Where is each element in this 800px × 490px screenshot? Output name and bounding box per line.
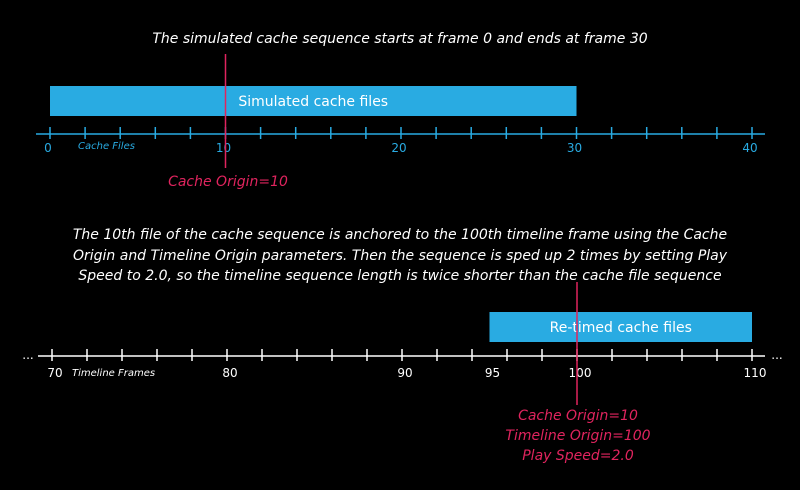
timeline-ellipsis-right: ... bbox=[771, 348, 782, 362]
cache-bar bbox=[50, 86, 577, 116]
cache-origin-param: Cache Origin=10 bbox=[518, 408, 638, 424]
top-caption: The simulated cache sequence starts at f… bbox=[152, 31, 648, 47]
cache-bar-label: Simulated cache files bbox=[238, 94, 388, 110]
cache-origin-label: Cache Origin=10 bbox=[168, 174, 288, 190]
timeline-origin-param: Timeline Origin=100 bbox=[505, 428, 651, 444]
cache-tick-label: 20 bbox=[391, 141, 406, 155]
timeline-tick-label: 70 bbox=[47, 366, 62, 380]
cache-axis-name: Cache Files bbox=[78, 141, 135, 152]
cache-tick-label: 10 bbox=[216, 141, 231, 155]
timeline-tick-label: 90 bbox=[397, 366, 412, 380]
timeline-tick-label: 110 bbox=[744, 366, 767, 380]
timeline-ellipsis-left: ... bbox=[22, 348, 33, 362]
timeline-bar-label: Re-timed cache files bbox=[550, 320, 692, 336]
play-speed-param: Play Speed=2.0 bbox=[522, 448, 634, 464]
timeline-parameters: Cache Origin=10 Timeline Origin=100 Play… bbox=[476, 406, 680, 466]
timeline-axis-name: Timeline Frames bbox=[72, 368, 155, 379]
cache-tick-label: 40 bbox=[742, 141, 757, 155]
timeline-tick-label: 80 bbox=[222, 366, 237, 380]
timeline-bar bbox=[489, 312, 752, 342]
middle-caption: The 10th file of the cache sequence is a… bbox=[72, 227, 728, 284]
timeline-tick-label: 100 bbox=[569, 366, 592, 380]
cache-tick-label: 0 bbox=[44, 141, 52, 155]
cache-tick-label: 30 bbox=[567, 141, 582, 155]
timeline-tick-label: 95 bbox=[485, 366, 500, 380]
